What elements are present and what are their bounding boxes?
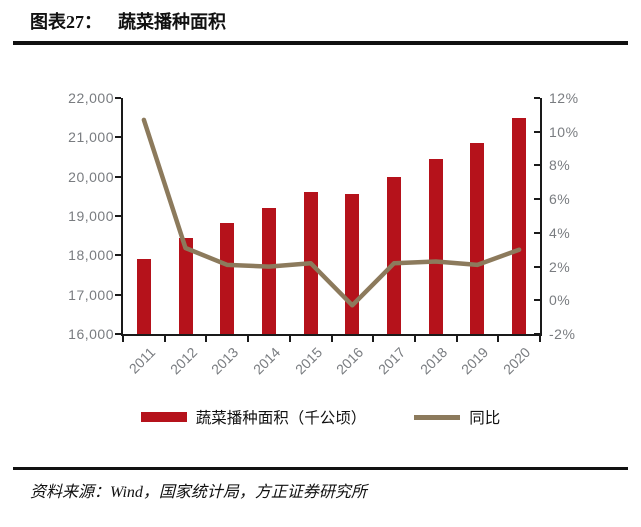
chart-legend: 蔬菜播种面积（千公顷） 同比: [0, 406, 641, 428]
right-axis-tick-label: 2%: [549, 258, 571, 275]
bar-2013: [220, 222, 235, 334]
legend-line-label: 同比: [469, 410, 501, 427]
right-axis-tick: [534, 130, 540, 133]
legend-bar-swatch: [140, 412, 187, 422]
left-axis-tick: [115, 175, 121, 178]
left-axis-tick-label: 17,000: [68, 286, 114, 303]
x-axis-tick: [539, 336, 541, 342]
x-axis-tick: [247, 336, 250, 342]
right-axis-tick-label: 12%: [549, 90, 579, 106]
right-axis-tick: [534, 299, 540, 302]
bar-2019: [470, 142, 485, 334]
right-axis-tick-label: 8%: [549, 157, 571, 174]
legend-bar-label: 蔬菜播种面积（千公顷）: [195, 410, 367, 427]
left-axis-tick: [115, 293, 121, 296]
right-axis-tick-labels: 12% 10% 8% 6% 4% 2% 0% -2%: [549, 90, 619, 342]
left-axis-tick-labels: 22,000 21,000 20,000 19,000 18,000 17,000 16,0…: [14, 90, 114, 342]
right-axis-tick: [534, 97, 540, 99]
x-axis-tick: [455, 336, 458, 342]
left-axis-tick: [115, 97, 121, 99]
bar-2017: [387, 177, 402, 334]
right-axis-tick: [534, 164, 540, 167]
bar-2018: [428, 159, 443, 334]
bar-2012: [178, 237, 193, 334]
header-divider: [13, 41, 628, 45]
x-axis-label-2016: 2016: [333, 344, 367, 378]
figure-title: 蔬菜播种面积: [118, 12, 226, 32]
x-axis-label-2011: 2011: [125, 344, 159, 377]
x-axis-tick: [330, 336, 333, 342]
left-axis-tick-label: 18,000: [68, 247, 114, 264]
x-axis-tick: [372, 336, 375, 342]
left-axis-tick: [115, 333, 121, 335]
legend-line-swatch: [414, 414, 461, 420]
x-axis-tick-labels: 2011 2012 2013 2014 2015 2016 2017 2018 2019 2020: [123, 336, 540, 394]
x-axis-label-2013: 2013: [208, 344, 242, 378]
right-axis-tick: [534, 198, 540, 201]
right-axis-tick-label: 10%: [549, 123, 579, 140]
right-axis-tick: [534, 231, 540, 234]
left-axis-tick-label: 22,000: [68, 90, 114, 106]
x-axis-label-2015: 2015: [291, 344, 325, 378]
plot-area: [115, 97, 542, 342]
left-axis-tick: [115, 254, 121, 257]
footer-divider: [13, 467, 628, 470]
left-axis-tick-label: 16,000: [68, 326, 114, 342]
x-axis-label-2020: 2020: [500, 344, 534, 378]
yoy-line: [141, 117, 522, 308]
x-axis-tick: [163, 336, 166, 342]
left-axis-tick-label: 19,000: [68, 208, 114, 224]
right-axis-tick-label: 0%: [549, 292, 571, 309]
x-axis-label-2017: 2017: [375, 344, 409, 378]
left-axis-tick: [115, 136, 121, 139]
x-axis-tick: [413, 336, 416, 342]
x-axis-tick: [122, 336, 124, 342]
bar-2011: [136, 259, 151, 334]
x-axis-label-2014: 2014: [249, 344, 284, 378]
figure-number-label: 图表27：: [30, 12, 102, 32]
x-axis-label-2019: 2019: [458, 344, 492, 378]
left-axis-tick-label: 21,000: [68, 129, 114, 146]
source-note: 资料来源：Wind，国家统计局，方正证券研究所: [30, 484, 367, 501]
right-axis-tick-label: 4%: [549, 224, 571, 241]
left-axis-tick-label: 20,000: [68, 168, 114, 185]
yoy-line-layer: [141, 117, 522, 308]
right-axis-tick-label: -2%: [549, 326, 576, 342]
x-axis-tick: [288, 336, 291, 342]
x-axis-tick: [205, 336, 208, 342]
x-axis-label-2012: 2012: [166, 344, 200, 378]
x-axis-tick: [497, 336, 500, 342]
bar-2020: [512, 118, 527, 334]
left-axis-tick: [115, 215, 121, 217]
figure-header: 图表27： 蔬菜播种面积: [30, 8, 226, 34]
right-axis-tick: [534, 265, 540, 268]
right-axis-tick: [534, 333, 540, 335]
bar-2014: [261, 207, 276, 334]
x-axis-label-2018: 2018: [416, 344, 451, 378]
right-axis-tick-label: 6%: [549, 191, 571, 208]
